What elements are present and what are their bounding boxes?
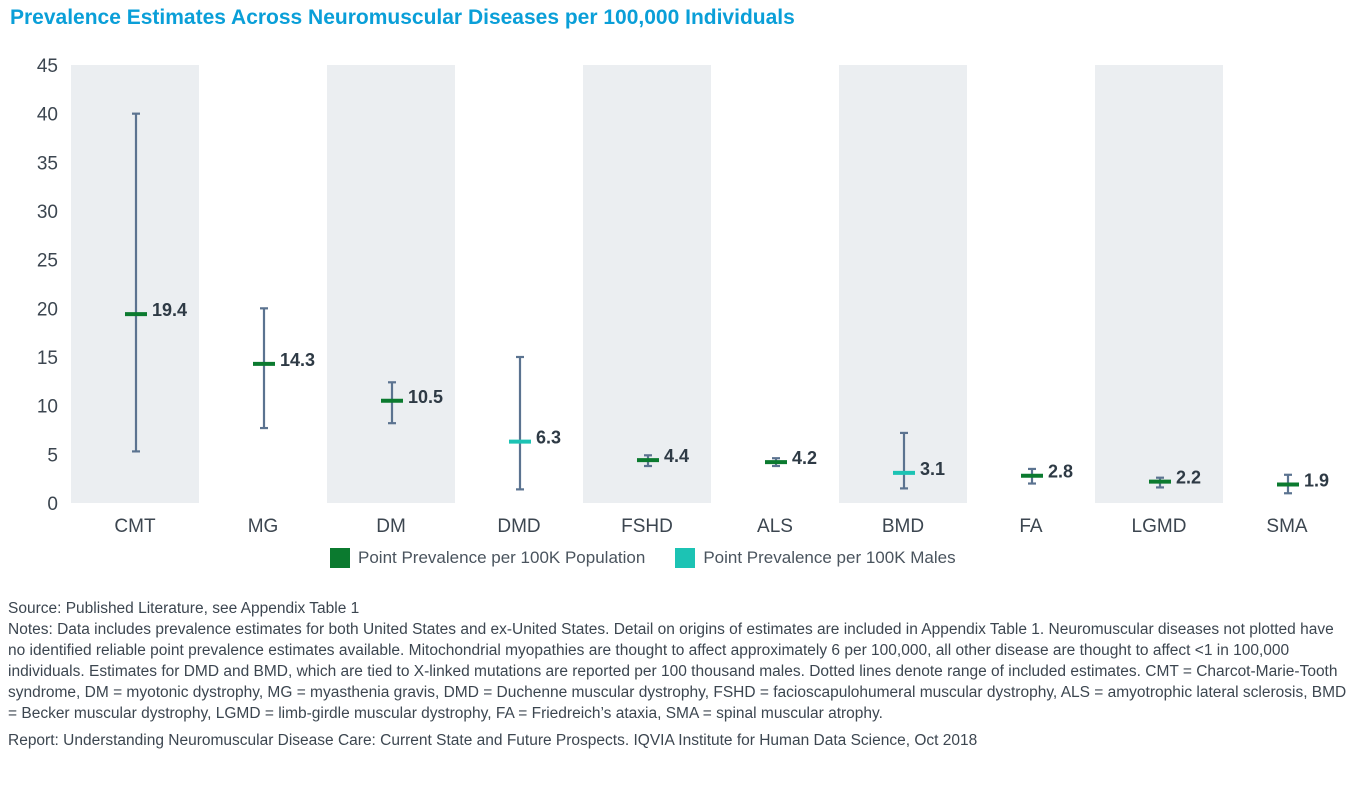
legend: Point Prevalence per 100K Population Poi… xyxy=(330,548,956,568)
x-tick-label: SMA xyxy=(1266,516,1308,537)
y-tick-label: 40 xyxy=(37,105,58,126)
point-mg: 14.3 xyxy=(253,307,315,430)
data-label: 6.3 xyxy=(536,428,561,448)
data-label: 10.5 xyxy=(408,387,443,407)
band-lgmd xyxy=(1095,65,1223,503)
data-label: 2.8 xyxy=(1048,462,1073,482)
data-marks: 19.4 14.3 10.5 4.4 4.2 2.8 2.2 1.9 6.3 3.1 xyxy=(125,112,1329,495)
x-tick-label: ALS xyxy=(757,516,793,537)
data-label: 19.4 xyxy=(152,300,187,320)
y-tick-label: 10 xyxy=(37,397,58,418)
y-tick-label: 20 xyxy=(37,299,58,320)
band-fshd xyxy=(583,65,711,503)
data-label: 14.3 xyxy=(280,350,315,370)
x-tick-label: CMT xyxy=(114,516,156,537)
y-tick-label: 30 xyxy=(37,202,58,223)
y-tick-label: 25 xyxy=(37,251,58,272)
data-label: 1.9 xyxy=(1304,471,1329,491)
data-label: 3.1 xyxy=(920,459,945,479)
point-fshd: 4.4 xyxy=(637,446,689,468)
point-als: 4.2 xyxy=(765,448,817,468)
y-tick-label: 0 xyxy=(47,494,58,515)
legend-label-population: Point Prevalence per 100K Population xyxy=(358,548,646,567)
data-label: 2.2 xyxy=(1176,468,1201,488)
x-tick-label: LGMD xyxy=(1132,516,1187,537)
legend-label-males: Point Prevalence per 100K Males xyxy=(703,548,956,567)
report-citation: Report: Understanding Neuromuscular Dise… xyxy=(8,732,978,749)
point-sma: 1.9 xyxy=(1277,471,1329,495)
x-tick-label: FA xyxy=(1019,516,1043,537)
band-dm xyxy=(327,65,455,503)
band-bmd xyxy=(839,65,967,503)
y-tick-label: 45 xyxy=(37,56,58,77)
y-axis: 0 5 10 15 20 25 30 35 40 45 xyxy=(37,56,58,515)
category-bands xyxy=(71,65,1223,503)
chart-title: Prevalence Estimates Across Neuromuscula… xyxy=(10,6,795,29)
x-tick-label: BMD xyxy=(882,516,924,537)
point-lgmd: 2.2 xyxy=(1149,468,1201,489)
notes-text: Notes: Data includes prevalence estimate… xyxy=(8,621,1347,722)
prevalence-chart: 0 5 10 15 20 25 30 35 40 45 CMT MG DM DMD FSHD ALS BMD F… xyxy=(37,56,1329,537)
x-axis: CMT MG DM DMD FSHD ALS BMD FA LGMD SMA xyxy=(114,516,1307,537)
x-tick-label: MG xyxy=(248,516,279,537)
legend-swatch-population xyxy=(330,548,350,568)
legend-swatch-males xyxy=(675,548,696,568)
point-cmt: 19.4 xyxy=(125,112,187,453)
source-note: Source: Published Literature, see Append… xyxy=(8,600,360,617)
x-tick-label: DM xyxy=(376,516,406,537)
data-label: 4.4 xyxy=(664,446,689,466)
footnotes: Source: Published Literature, see Append… xyxy=(8,598,1348,751)
point-dmd: 6.3 xyxy=(509,355,561,491)
legend-item-males: Point Prevalence per 100K Males xyxy=(675,548,956,568)
legend-item-population: Point Prevalence per 100K Population xyxy=(330,548,645,568)
point-bmd: 3.1 xyxy=(893,431,945,490)
point-dm: 10.5 xyxy=(381,381,443,425)
data-label: 4.2 xyxy=(792,448,817,468)
y-tick-label: 5 xyxy=(47,445,58,466)
x-tick-label: FSHD xyxy=(621,516,673,537)
y-tick-label: 15 xyxy=(37,348,58,369)
x-tick-label: DMD xyxy=(497,516,540,537)
point-fa: 2.8 xyxy=(1021,462,1073,485)
y-tick-label: 35 xyxy=(37,153,58,174)
